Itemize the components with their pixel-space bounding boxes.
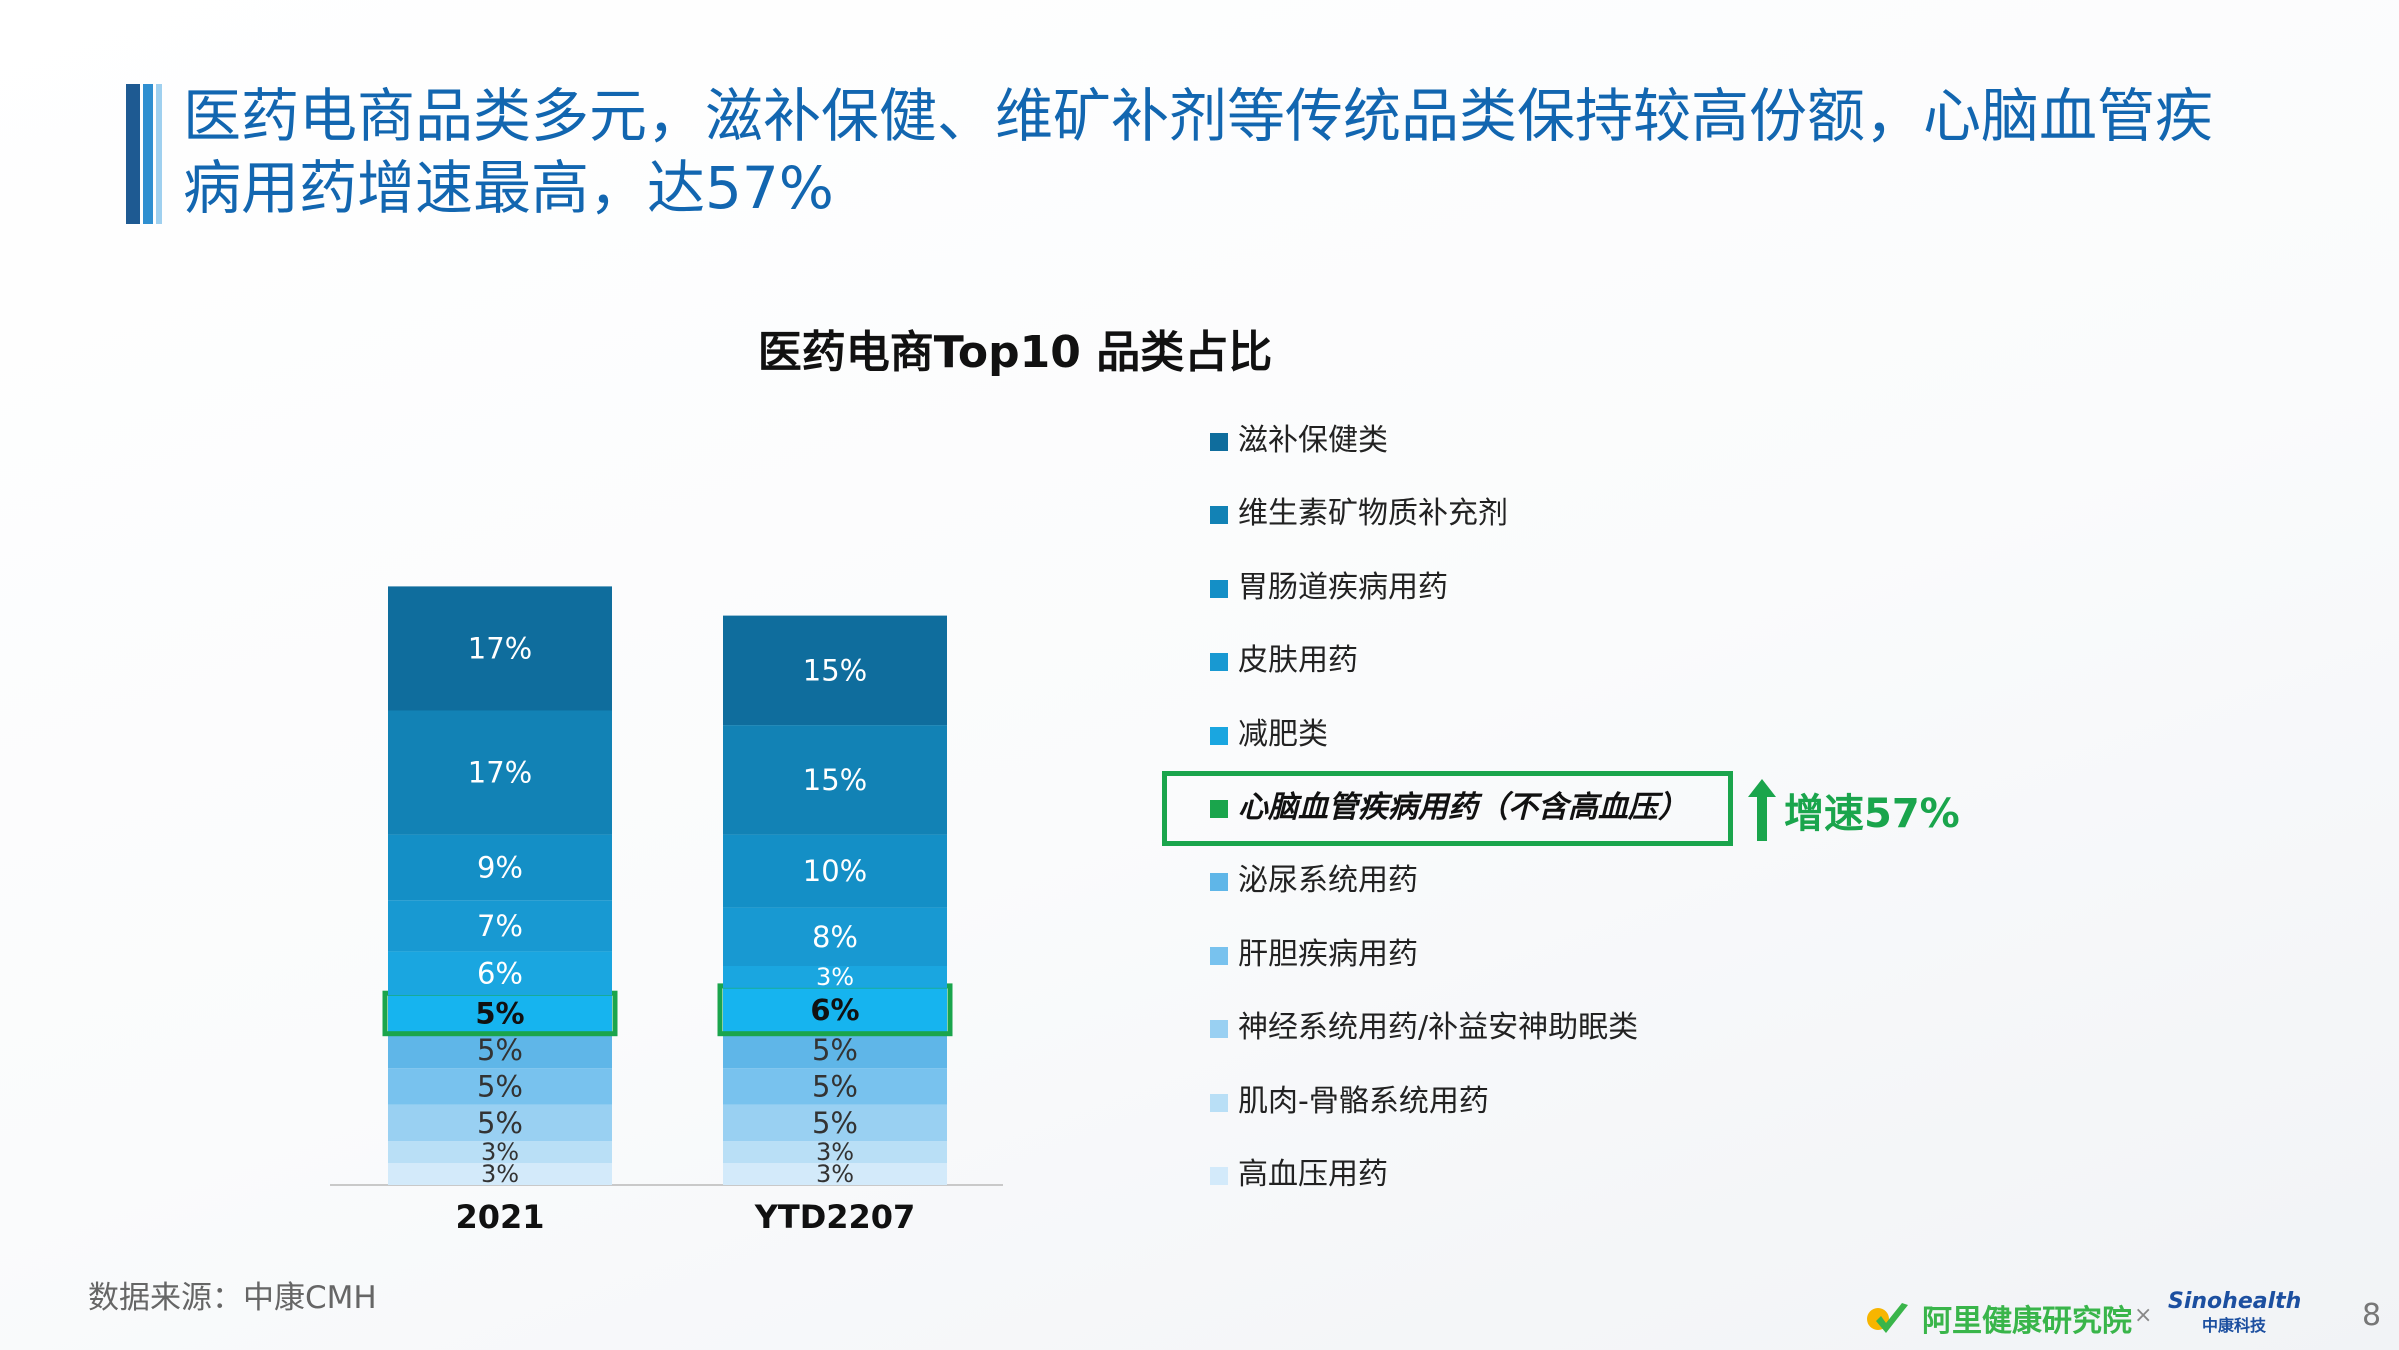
legend-label: 减肥类: [1238, 716, 1328, 752]
chart-title: 医药电商Top10 品类占比: [757, 327, 1273, 378]
title-accent-bar-mid: [143, 84, 153, 224]
legend-label: 心脑血管疾病用药（不含高血压）: [1238, 790, 1688, 825]
bar-value-label: 6%: [810, 993, 859, 1027]
highlight-box: [1162, 771, 1733, 846]
legend-label: 神经系统用药/补益安神助眠类: [1238, 1010, 1639, 1046]
legend-label: 肝胆疾病用药: [1238, 936, 1418, 972]
legend-item: 胃肠道疾病用药: [1210, 568, 1448, 608]
legend-swatch: [1210, 726, 1228, 745]
title-accent-bar-light: [156, 84, 162, 224]
bar-segment: [388, 1068, 612, 1105]
bar-segment: [388, 1163, 612, 1185]
bar-value-label: 17%: [468, 631, 532, 665]
legend-label: 皮肤用药: [1238, 643, 1358, 679]
footer-partner-sub: 中康科技: [2202, 1316, 2267, 1335]
data-source: 数据来源：中康CMH: [88, 1280, 377, 1316]
bar-segment: [388, 900, 612, 952]
legend-swatch: [1210, 433, 1228, 451]
bar-segment: [723, 1031, 947, 1069]
bar-value-label: 5%: [812, 1106, 858, 1140]
bar-segment: [388, 1141, 612, 1164]
bar-segment: [388, 834, 612, 901]
footer-separator: ×: [2134, 1303, 2153, 1328]
legend-swatch: [1210, 653, 1228, 672]
legend-label: 滋补保健类: [1238, 423, 1388, 458]
bar-value-label: 5%: [812, 1069, 858, 1103]
bar-value-label: 3%: [816, 963, 854, 991]
bar-segment: [723, 1163, 947, 1185]
bar-value-label: 5%: [475, 996, 524, 1030]
bar-value-label: 3%: [816, 1138, 854, 1166]
legend-label: 胃肠道疾病用药: [1238, 569, 1448, 605]
bar-segment: [723, 725, 947, 835]
bar-segment: [388, 951, 612, 996]
legend-item: 泌尿系统用药: [1210, 861, 1418, 901]
bar-value-label: 3%: [481, 1160, 519, 1188]
bar-value-label: 9%: [477, 850, 523, 884]
bar-value-label: 6%: [477, 956, 523, 990]
title-accent-bar: [126, 84, 140, 224]
page-number: 8: [2362, 1298, 2382, 1333]
legend-swatch: [1210, 1167, 1228, 1185]
footer-brand-name: 阿里健康研究院: [1922, 1304, 2132, 1339]
bar-value-label: 3%: [481, 1138, 519, 1166]
legend-swatch: [1210, 506, 1228, 525]
legend-item: 肌肉-骨骼系统用药: [1210, 1082, 1489, 1122]
legend-swatch: [1210, 579, 1228, 598]
bar-segment: [388, 995, 612, 1032]
legend-item: 心脑血管疾病用药（不含高血压）: [1210, 788, 1688, 828]
bar-value-label: 15%: [803, 653, 867, 687]
page-title: 医药电商品类多元，滋补保健、维矿补剂等传统品类保持较高份额，心脑血管疾病用药增速…: [183, 82, 2214, 222]
bar-segment: [723, 834, 947, 908]
up-arrow-icon: [1748, 779, 1776, 841]
legend-swatch: [1210, 1020, 1228, 1039]
bar-value-label: 7%: [477, 909, 523, 943]
bar-value-label: 8%: [812, 920, 858, 954]
legend-item: 维生素矿物质补充剂: [1210, 494, 1508, 534]
bar-segment: [723, 615, 947, 726]
legend-item: 神经系统用药/补益安神助眠类: [1210, 1008, 1638, 1048]
legend-item: 高血压用药: [1210, 1155, 1388, 1195]
heart-logo-icon: [1867, 1303, 1908, 1333]
x-tick-label: YTD2207: [754, 1198, 916, 1236]
legend-swatch: [1210, 873, 1228, 892]
bar-value-label: 17%: [468, 756, 532, 790]
bar-value-label: 10%: [803, 854, 867, 888]
legend-swatch: [1210, 800, 1228, 818]
bar-segment: [388, 710, 612, 835]
legend-label: 泌尿系统用药: [1238, 863, 1418, 899]
bar-value-label: 3%: [816, 1160, 854, 1188]
footer-partner-name: Sinohealth: [2168, 1289, 2302, 1314]
bar-segment: [388, 1104, 612, 1142]
legend-item: 皮肤用药: [1210, 641, 1358, 681]
growth-label: 增速57%: [1784, 791, 1960, 837]
growth-callout: 增速57%: [1748, 779, 1960, 841]
bar-value-label: 5%: [477, 1033, 523, 1067]
bar-segment: [723, 1104, 947, 1142]
legend-swatch: [1210, 1093, 1228, 1112]
legend-label: 维生素矿物质补充剂: [1238, 496, 1508, 532]
x-tick-label: 2021: [455, 1198, 544, 1236]
bar-value-label: 5%: [812, 1033, 858, 1067]
legend-item: 肝胆疾病用药: [1210, 935, 1418, 975]
legend-item: 滋补保健类: [1210, 421, 1388, 461]
bar-segment: [723, 1068, 947, 1105]
bar-segment: [723, 987, 947, 1032]
bar-segment: [388, 1031, 612, 1069]
legend-swatch: [1210, 946, 1228, 965]
legend-item: 减肥类: [1210, 715, 1328, 755]
bar-value-label: 15%: [803, 763, 867, 797]
bar-segment: [723, 1141, 947, 1164]
footer-partner-logo: Sinohealth 中康科技: [2168, 1290, 2301, 1338]
bar-value-label: 5%: [477, 1106, 523, 1140]
bar-value-label: 5%: [477, 1069, 523, 1103]
bar-segment: [723, 907, 947, 966]
bar-segment: [388, 586, 612, 711]
bar-segment: [723, 966, 947, 988]
legend-label: 肌肉-骨骼系统用药: [1238, 1083, 1489, 1119]
legend-label: 高血压用药: [1238, 1157, 1388, 1192]
footer-brand: 阿里健康研究院: [1866, 1296, 2132, 1340]
